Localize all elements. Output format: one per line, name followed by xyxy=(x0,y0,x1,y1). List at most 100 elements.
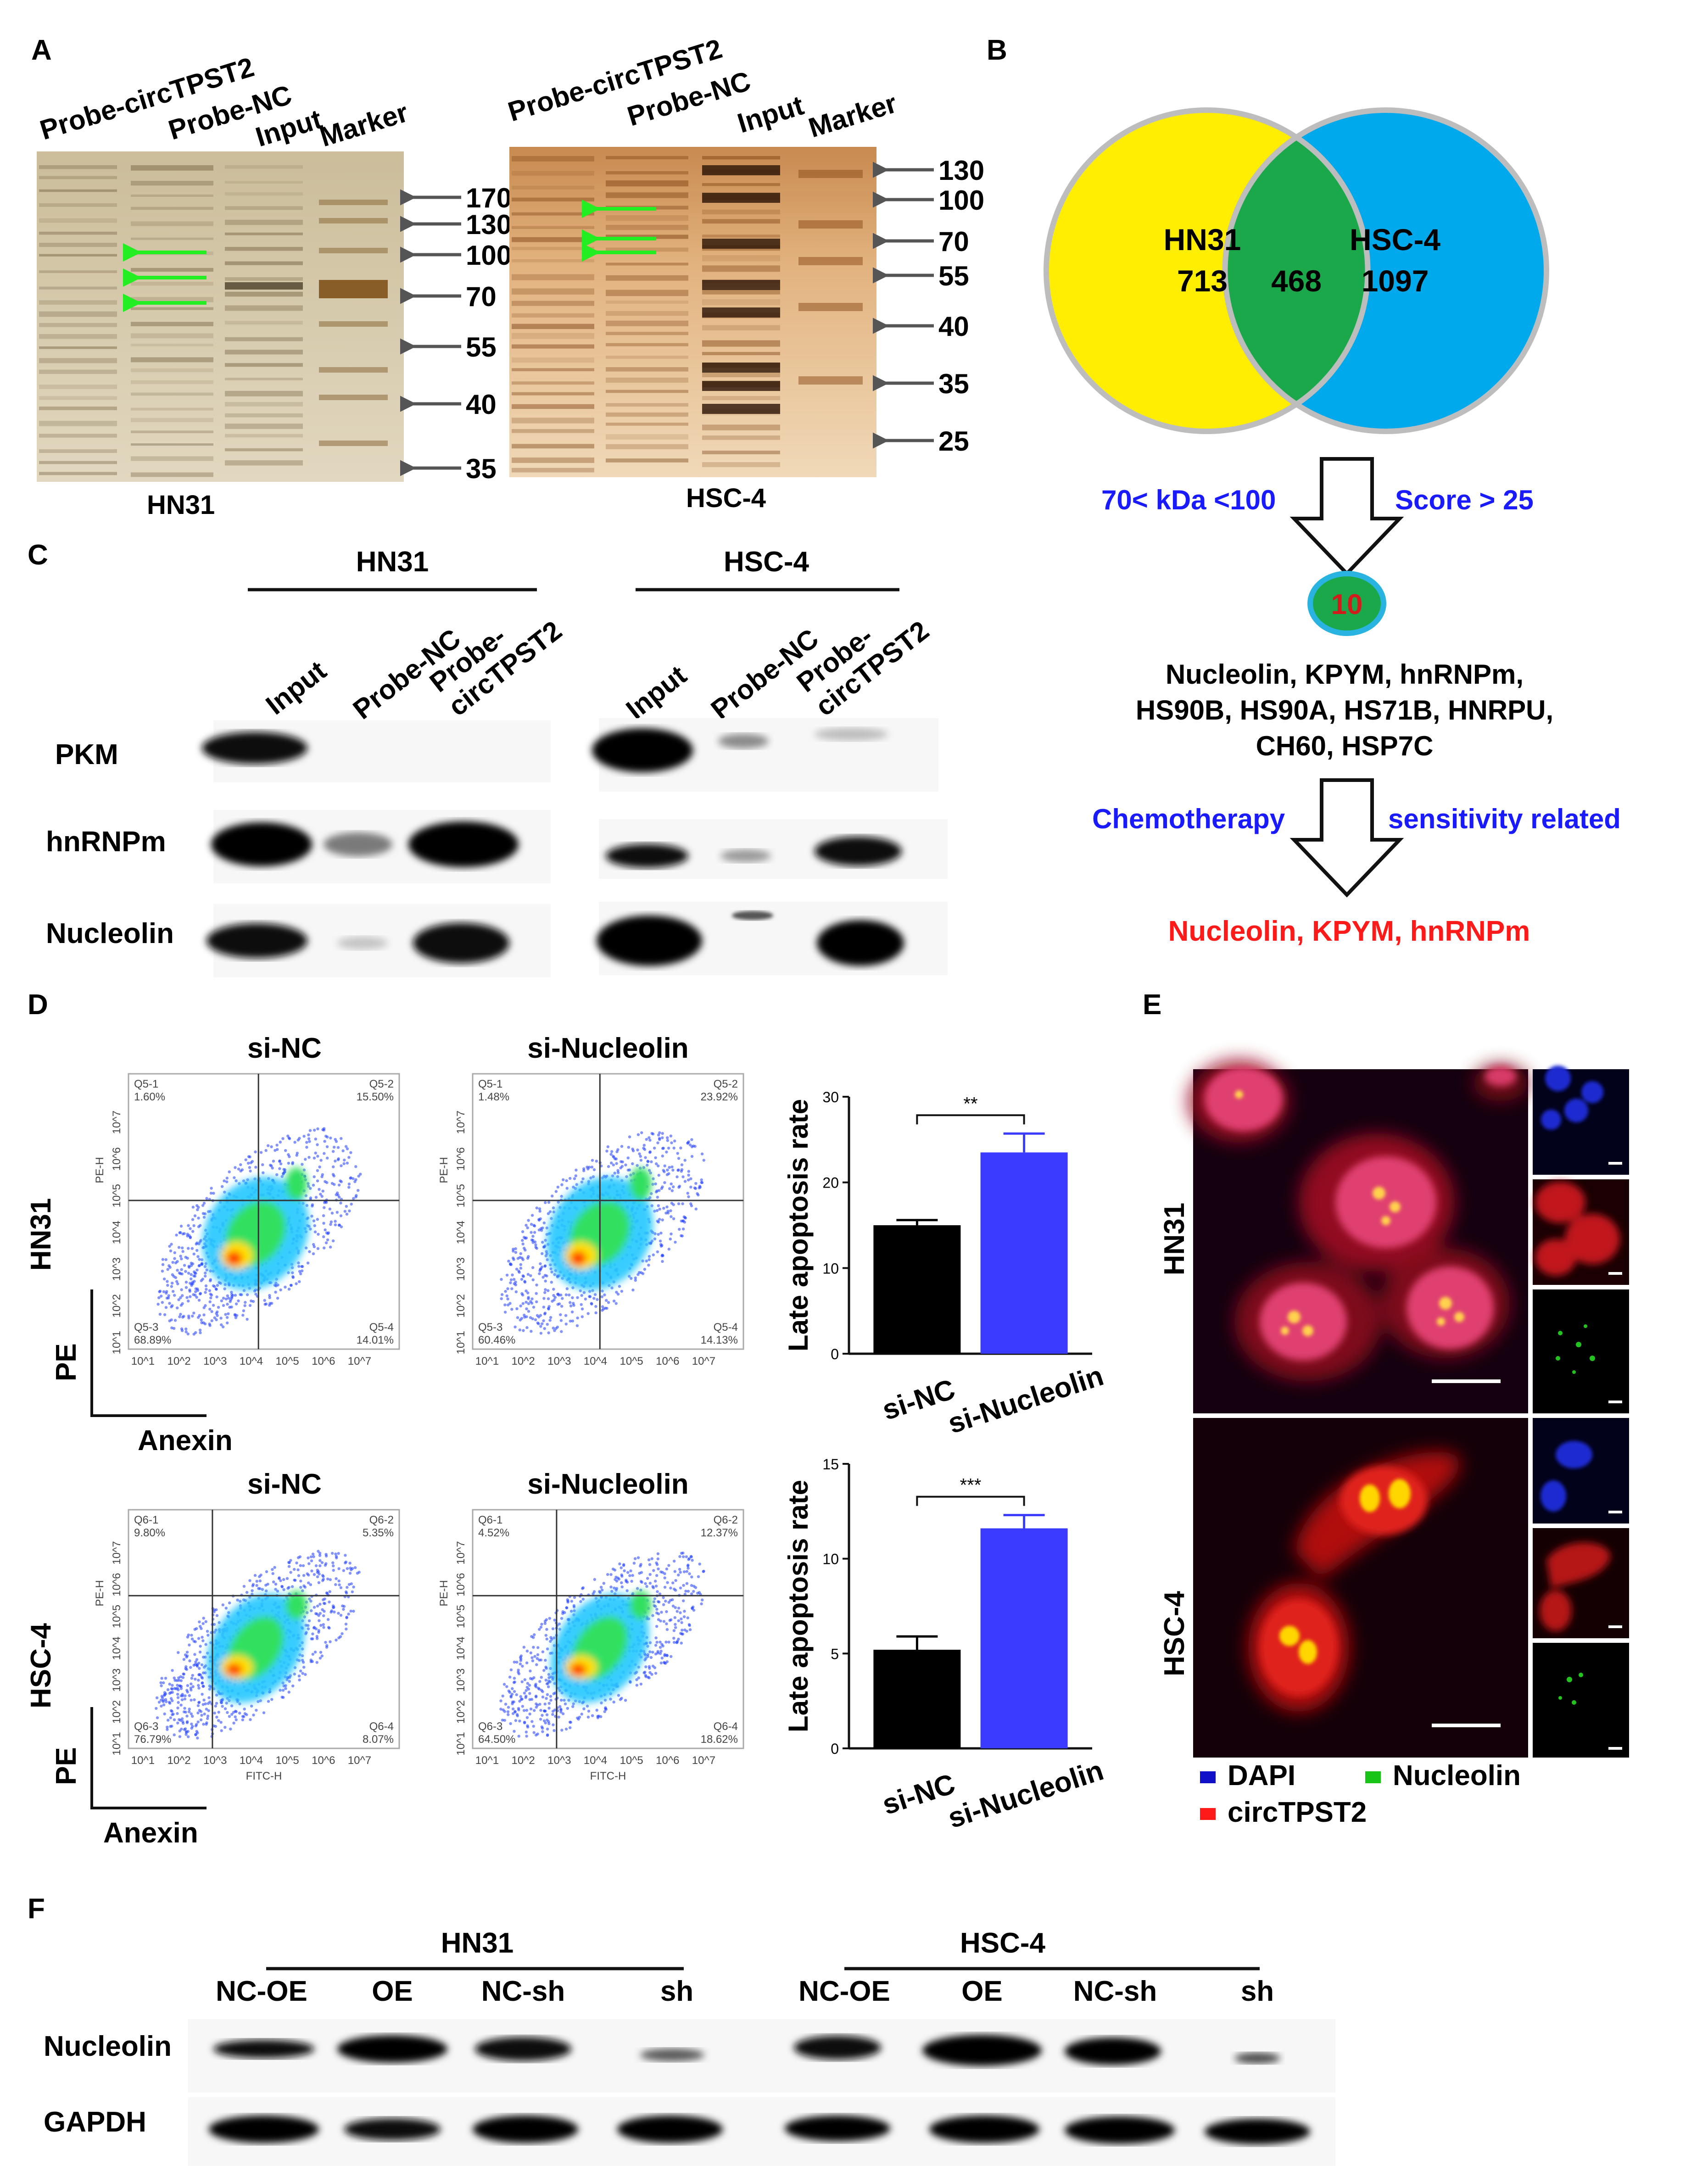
flow-quadrant-name: Q6-1 xyxy=(134,1514,158,1526)
flow-dot xyxy=(560,1729,564,1732)
flow-dot xyxy=(670,1655,673,1658)
flow-dot xyxy=(658,1600,661,1604)
flow-dot xyxy=(249,1169,252,1173)
flow-dot xyxy=(345,1205,348,1208)
flow-dot xyxy=(301,1265,304,1268)
flow-dot xyxy=(267,1700,270,1703)
flow-dot xyxy=(565,1287,569,1290)
flow-dot xyxy=(343,1158,346,1162)
gel-band xyxy=(39,243,117,247)
flow-dot xyxy=(552,1288,555,1291)
flow-dot xyxy=(671,1598,674,1602)
flow-dot xyxy=(201,1692,204,1696)
flow-dot xyxy=(566,1599,569,1603)
blot-strip-nucleolin-hn31 xyxy=(207,904,551,977)
flow-tick-x: 10^6 xyxy=(656,1355,679,1367)
flow-dot xyxy=(629,1680,632,1684)
if-channel-dapi-hsc4 xyxy=(1533,1418,1629,1524)
flow-dot xyxy=(340,1632,344,1635)
flow-dot xyxy=(529,1274,532,1278)
flow-dot xyxy=(564,1323,568,1326)
flow-dot xyxy=(194,1733,197,1736)
gel-band xyxy=(606,301,688,304)
filter-score: Score > 25 xyxy=(1395,485,1534,515)
gel-band xyxy=(512,468,594,473)
flow-dot xyxy=(532,1725,535,1728)
flow-dot xyxy=(521,1302,525,1305)
flow-dot xyxy=(188,1266,191,1269)
flow-dot xyxy=(264,1302,268,1306)
flow-dot xyxy=(349,1566,352,1570)
gel-band xyxy=(606,343,688,346)
flow-dot xyxy=(345,1212,349,1216)
flow-dot xyxy=(515,1661,519,1664)
flow-tick-x: 10^7 xyxy=(348,1355,371,1367)
flow-dot xyxy=(301,1269,304,1272)
flow-dot xyxy=(185,1689,189,1692)
flow-dot xyxy=(653,1232,657,1235)
flow-dot xyxy=(514,1280,517,1284)
flow-dot xyxy=(545,1618,548,1621)
flow-dot xyxy=(700,1181,704,1184)
flow-quadrant-name: Q5-2 xyxy=(369,1078,394,1090)
flow-dot xyxy=(212,1192,215,1195)
flow-dot xyxy=(169,1709,173,1712)
flow-dot xyxy=(556,1325,559,1329)
flow-dot xyxy=(178,1271,181,1275)
flow-dot xyxy=(280,1175,284,1178)
flow-dot xyxy=(660,1643,664,1646)
gel-band xyxy=(512,368,594,371)
flow-dot xyxy=(337,1612,340,1615)
flow-dot xyxy=(682,1599,685,1602)
flow-dot xyxy=(349,1151,352,1154)
flow-dot xyxy=(189,1666,192,1669)
flow-dot xyxy=(236,1598,239,1602)
flow-dot xyxy=(274,1284,278,1288)
flow-dot xyxy=(521,1230,525,1233)
flow-dot xyxy=(251,1592,254,1596)
flow-dot xyxy=(197,1686,201,1690)
flow-dot xyxy=(180,1272,184,1276)
flow-dot xyxy=(293,1141,296,1144)
flow-axis-y-label: PE xyxy=(50,1343,82,1381)
flow-dot xyxy=(690,1592,693,1596)
flow-dot xyxy=(543,1312,547,1315)
flow-dot xyxy=(309,1555,313,1558)
flow-dot xyxy=(180,1329,184,1332)
flow-dot xyxy=(339,1201,342,1205)
flow-tick-x: 10^4 xyxy=(584,1754,607,1767)
flow-dot xyxy=(499,1708,502,1711)
flow-dot xyxy=(511,1712,515,1715)
flow-dot xyxy=(181,1720,184,1723)
flow-dot xyxy=(205,1288,208,1291)
flow-dot xyxy=(541,1276,545,1279)
flow-dot xyxy=(231,1294,234,1297)
gel-band xyxy=(512,237,594,242)
flow-dot xyxy=(188,1643,191,1646)
flow-dot xyxy=(546,1727,549,1731)
flow-dot xyxy=(672,1146,675,1150)
gel-band xyxy=(798,257,863,265)
flow-dot xyxy=(277,1577,281,1580)
gel-band xyxy=(39,406,117,410)
flow-dot xyxy=(629,1569,632,1573)
flow-dot xyxy=(356,1572,359,1575)
flow-dot xyxy=(522,1329,525,1332)
gel-band xyxy=(606,262,688,266)
flow-density-core xyxy=(202,1167,309,1290)
flow-dot xyxy=(189,1227,192,1230)
flow-dot xyxy=(625,1589,629,1592)
flow-dot xyxy=(679,1611,682,1614)
flow-dot xyxy=(509,1696,513,1699)
flow-dot xyxy=(348,1572,352,1575)
flow-dot xyxy=(239,1169,242,1172)
flow-dot xyxy=(600,1701,603,1705)
flow-dot xyxy=(278,1160,281,1163)
gel-band xyxy=(702,325,780,330)
gel-band xyxy=(225,232,303,235)
gel-band xyxy=(225,261,303,265)
panel-c: HN31 HSC-4 Input Probe-NC Probe-circTPST… xyxy=(46,546,948,977)
flow-dot xyxy=(262,1711,266,1714)
flow-dot xyxy=(322,1598,325,1602)
flow-dot xyxy=(503,1311,507,1314)
